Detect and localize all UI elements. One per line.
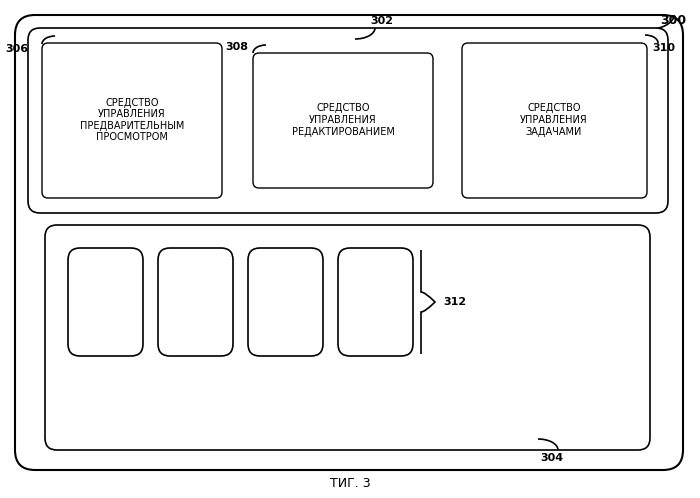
Text: 312: 312 [443, 297, 466, 307]
FancyBboxPatch shape [462, 43, 647, 198]
FancyBboxPatch shape [15, 15, 683, 470]
FancyBboxPatch shape [253, 53, 433, 188]
Text: СРЕДСТВО
УПРАВЛЕНИЯ
ЗАДАЧАМИ: СРЕДСТВО УПРАВЛЕНИЯ ЗАДАЧАМИ [520, 104, 588, 136]
Text: 300: 300 [660, 14, 686, 27]
Text: 308: 308 [225, 42, 248, 52]
Text: 306: 306 [5, 44, 28, 54]
FancyBboxPatch shape [45, 225, 650, 450]
FancyBboxPatch shape [338, 248, 413, 356]
Text: 304: 304 [540, 453, 563, 463]
FancyBboxPatch shape [42, 43, 222, 198]
Text: ΤИГ. 3: ΤИГ. 3 [330, 477, 370, 490]
FancyBboxPatch shape [248, 248, 323, 356]
FancyBboxPatch shape [68, 248, 143, 356]
FancyBboxPatch shape [158, 248, 233, 356]
Text: СРЕДСТВО
УПРАВЛЕНИЯ
РЕДАКТИРОВАНИЕМ: СРЕДСТВО УПРАВЛЕНИЯ РЕДАКТИРОВАНИЕМ [292, 104, 394, 136]
FancyBboxPatch shape [28, 28, 668, 213]
Text: 302: 302 [370, 16, 393, 26]
Text: СРЕДСТВО
УПРАВЛЕНИЯ
ПРЕДВАРИТЕЛЬНЫМ
ПРОСМОТРОМ: СРЕДСТВО УПРАВЛЕНИЯ ПРЕДВАРИТЕЛЬНЫМ ПРОС… [80, 98, 184, 142]
Text: 310: 310 [652, 43, 675, 53]
